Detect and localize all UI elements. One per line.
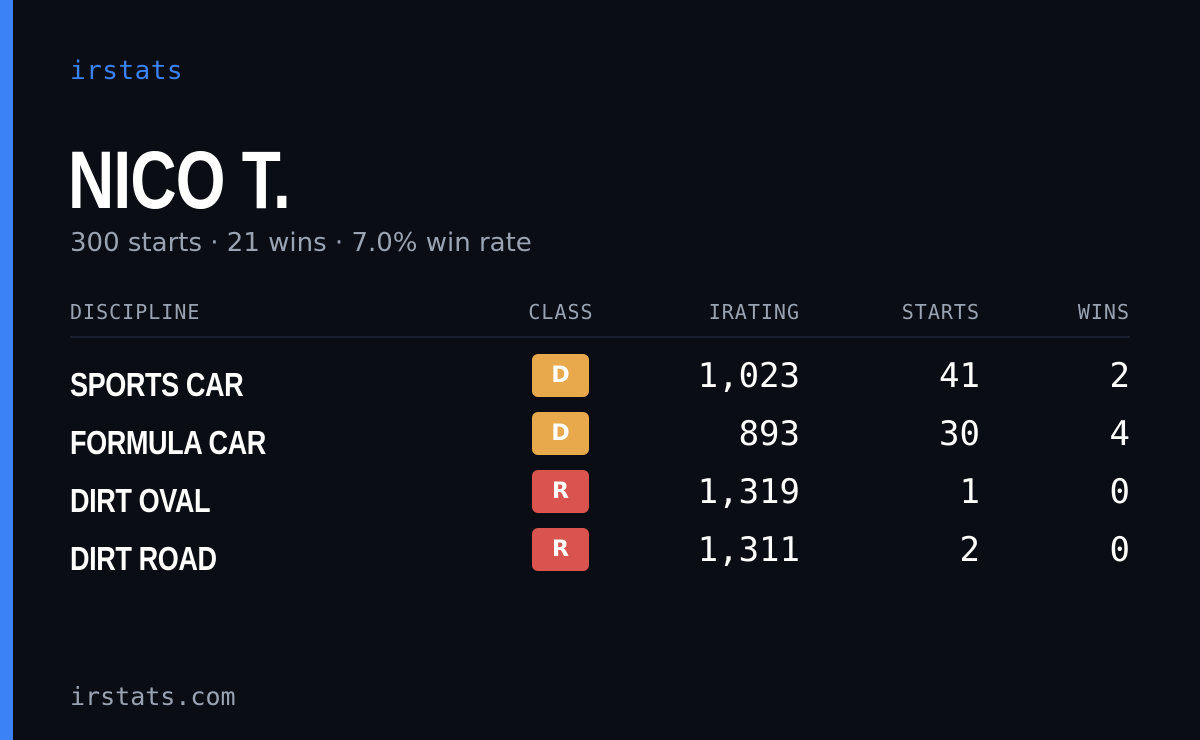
starts-value: 41 [939, 356, 980, 396]
header-discipline: DISCIPLINE [70, 300, 201, 324]
accent-bar [0, 0, 13, 740]
table-row: DIRT OVAL R 1,319 1 0 [70, 470, 1130, 528]
discipline-name: DIRT ROAD [70, 540, 217, 577]
irating-value: 1,311 [697, 530, 800, 570]
table-row: SPORTS CAR D 1,023 41 2 [70, 354, 1130, 412]
class-badge: D [532, 412, 589, 455]
discipline-name: DIRT OVAL [70, 482, 211, 519]
wins-value: 0 [1109, 530, 1130, 570]
class-badge: R [532, 470, 589, 513]
discipline-name: SPORTS CAR [70, 366, 244, 403]
wins-value: 0 [1109, 472, 1130, 512]
irating-value: 1,319 [697, 472, 800, 512]
starts-value: 1 [959, 472, 980, 512]
header-wins: WINS [1077, 300, 1130, 324]
header-class: CLASS [528, 300, 594, 324]
footer-url[interactable]: irstats.com [70, 682, 236, 711]
stats-table: DISCIPLINE CLASS IRATING STARTS WINS SPO… [70, 298, 1130, 586]
table-header: DISCIPLINE CLASS IRATING STARTS WINS [70, 298, 1130, 338]
irating-value: 1,023 [697, 356, 800, 396]
table-row: FORMULA CAR D 893 30 4 [70, 412, 1130, 470]
header-irating: IRATING [708, 300, 800, 324]
discipline-name: FORMULA CAR [70, 424, 266, 461]
table-row: DIRT ROAD R 1,311 2 0 [70, 528, 1130, 586]
starts-value: 30 [939, 414, 980, 454]
class-badge: D [532, 354, 589, 397]
starts-value: 2 [959, 530, 980, 570]
wins-value: 4 [1109, 414, 1130, 454]
table-body: SPORTS CAR D 1,023 41 2 FORMULA CAR D 89… [70, 338, 1130, 586]
header-starts: STARTS [901, 300, 980, 324]
brand-logo-text: irstats [70, 56, 184, 86]
driver-name: NICO T. [68, 135, 291, 226]
wins-value: 2 [1109, 356, 1130, 396]
class-badge: R [532, 528, 589, 571]
irating-value: 893 [738, 414, 800, 454]
driver-summary: 300 starts · 21 wins · 7.0% win rate [70, 228, 532, 258]
